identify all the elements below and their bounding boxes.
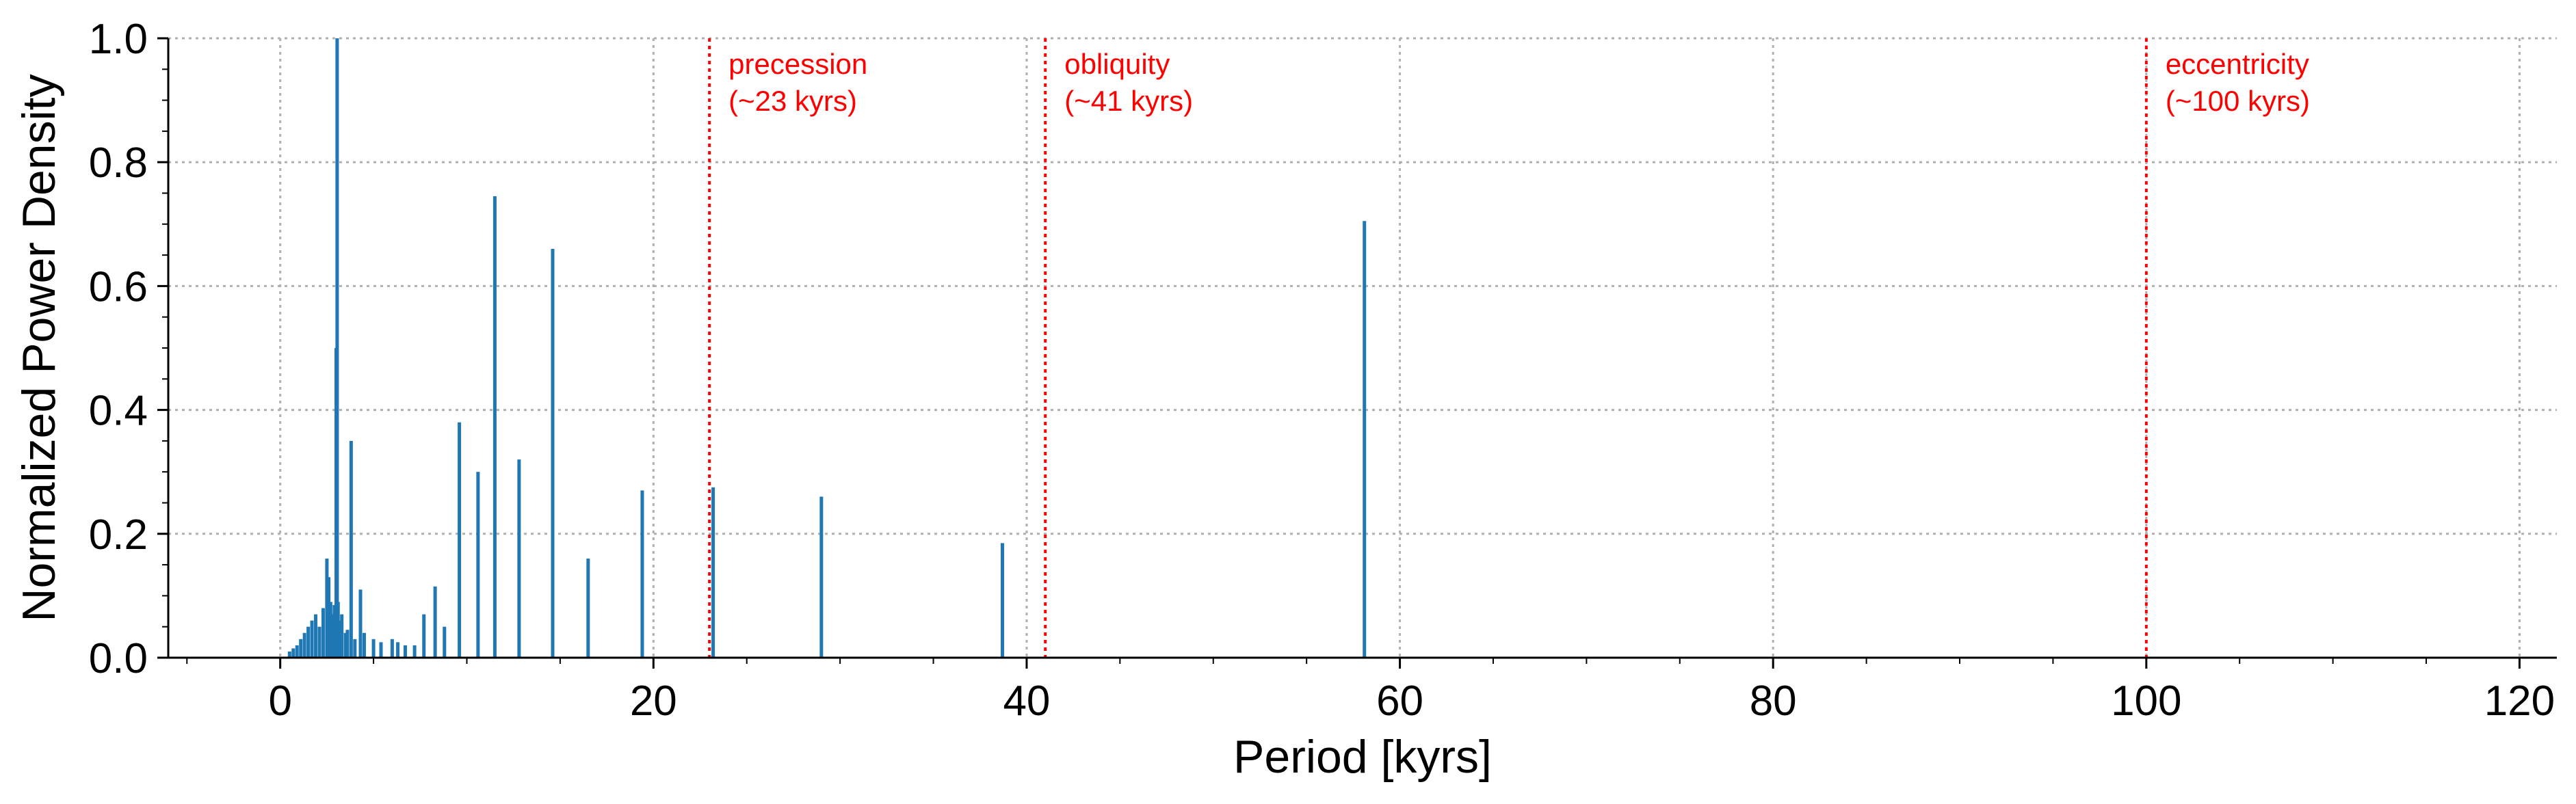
bar [306, 626, 311, 658]
x-axis-label: Period [kyrs] [1233, 731, 1492, 783]
x-tick-label: 100 [2111, 678, 2181, 725]
bar [299, 639, 303, 658]
bar [492, 196, 497, 658]
bar [345, 630, 350, 658]
bar [321, 608, 325, 658]
x-tick-label: 20 [630, 678, 677, 725]
bar [403, 645, 407, 658]
bar [443, 626, 447, 658]
bar [1000, 543, 1004, 658]
bar [287, 651, 291, 658]
grid [168, 37, 2557, 659]
x-tick-label: 0 [268, 678, 291, 725]
bar [551, 249, 555, 658]
bar [332, 604, 337, 658]
bar [433, 586, 437, 658]
bar [291, 648, 295, 658]
bar [586, 559, 590, 658]
reference-label: eccentricity [2166, 48, 2309, 80]
reference-label: (~23 kyrs) [728, 85, 857, 117]
ticks: 0 20 40 60 80 100 120 0.0 0.2 0.4 0.6 0.8 1.0 [89, 16, 2555, 725]
bar [371, 639, 376, 658]
bar [343, 632, 347, 658]
x-tick-label: 60 [1376, 678, 1423, 725]
bar [295, 645, 299, 658]
reference-lines: precession (~23 kyrs) obliquity (~41 kyrs) e… [708, 38, 2310, 658]
bar [336, 602, 340, 658]
bar [338, 620, 342, 658]
x-tick-label: 40 [1003, 678, 1050, 725]
reference-label: (~100 kyrs) [2166, 85, 2310, 117]
bar [353, 639, 357, 658]
bar [362, 632, 366, 658]
x-tick-label: 120 [2484, 678, 2555, 725]
bar [302, 632, 306, 658]
bar [476, 472, 480, 658]
bar [340, 614, 344, 658]
bar [819, 496, 824, 658]
y-tick-label: 0.2 [89, 511, 148, 559]
bar [711, 487, 715, 658]
y-tick-label: 0.0 [89, 635, 148, 682]
bar [396, 642, 400, 658]
bar [358, 589, 363, 658]
bar [327, 577, 331, 658]
reference-label: obliquity [1064, 48, 1170, 80]
bar [517, 459, 521, 658]
axes [167, 38, 2557, 659]
bar [335, 38, 339, 658]
bar [310, 620, 314, 658]
bar [349, 440, 353, 658]
y-tick-label: 1.0 [89, 16, 148, 63]
bars [287, 38, 1367, 658]
bar [379, 642, 383, 658]
bar [328, 602, 332, 658]
bar [317, 626, 321, 658]
bar [325, 559, 329, 658]
reference-label: precession [728, 48, 867, 80]
y-tick-label: 0.6 [89, 263, 148, 310]
bar [330, 614, 334, 658]
bar [640, 490, 644, 658]
bar [458, 422, 462, 658]
y-axis-label: Normalized Power Density [13, 74, 65, 621]
bar [412, 645, 417, 658]
x-tick-label: 80 [1750, 678, 1797, 725]
reference-label: (~41 kyrs) [1064, 85, 1193, 117]
y-tick-label: 0.8 [89, 139, 148, 187]
bar [1363, 221, 1367, 658]
bar [422, 614, 426, 658]
bar [390, 639, 394, 658]
bar [314, 614, 318, 658]
y-tick-label: 0.4 [89, 388, 148, 435]
